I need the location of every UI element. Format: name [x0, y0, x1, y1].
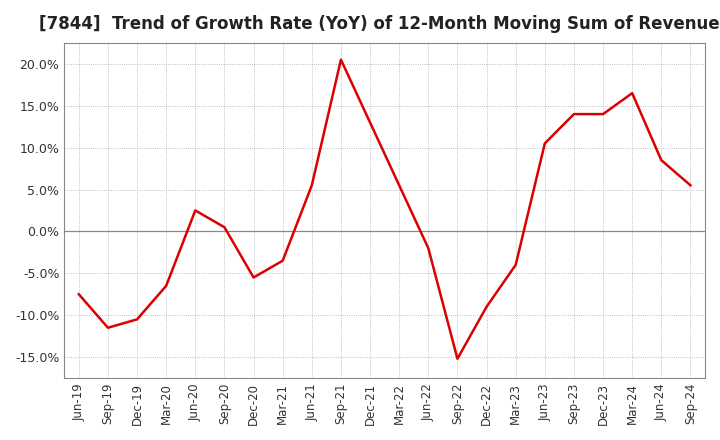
- Title: [7844]  Trend of Growth Rate (YoY) of 12-Month Moving Sum of Revenues: [7844] Trend of Growth Rate (YoY) of 12-…: [40, 15, 720, 33]
